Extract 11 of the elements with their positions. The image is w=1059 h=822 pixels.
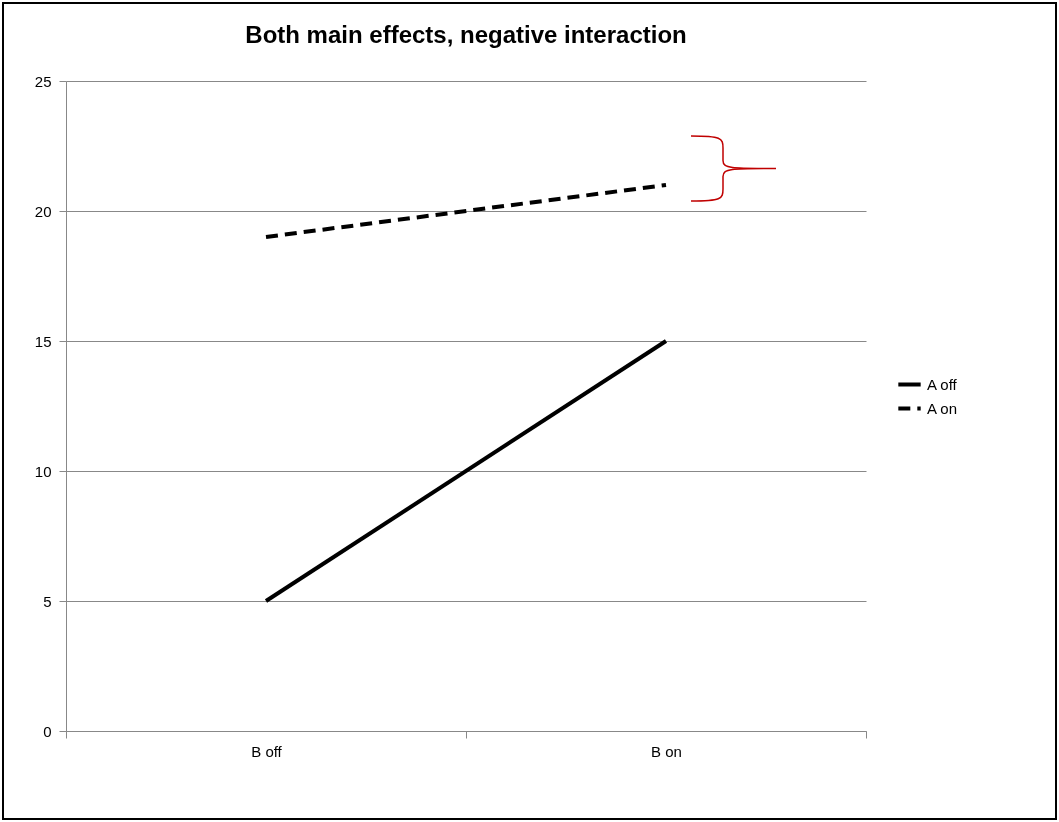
legend-label: A off [927,375,958,393]
y-tick-label: 20 [34,202,52,220]
y-tick-label: 10 [34,462,52,480]
x-tick-label: B off [251,742,283,760]
y-tick-label: 0 [43,722,52,740]
y-tick-label: 25 [34,72,52,90]
y-tick-label: 15 [34,332,52,350]
chart-title: Both main effects, negative interaction [245,21,687,48]
x-tick-label: B on [651,742,682,760]
y-tick-label: 5 [43,592,52,610]
legend-label: A on [927,399,958,417]
